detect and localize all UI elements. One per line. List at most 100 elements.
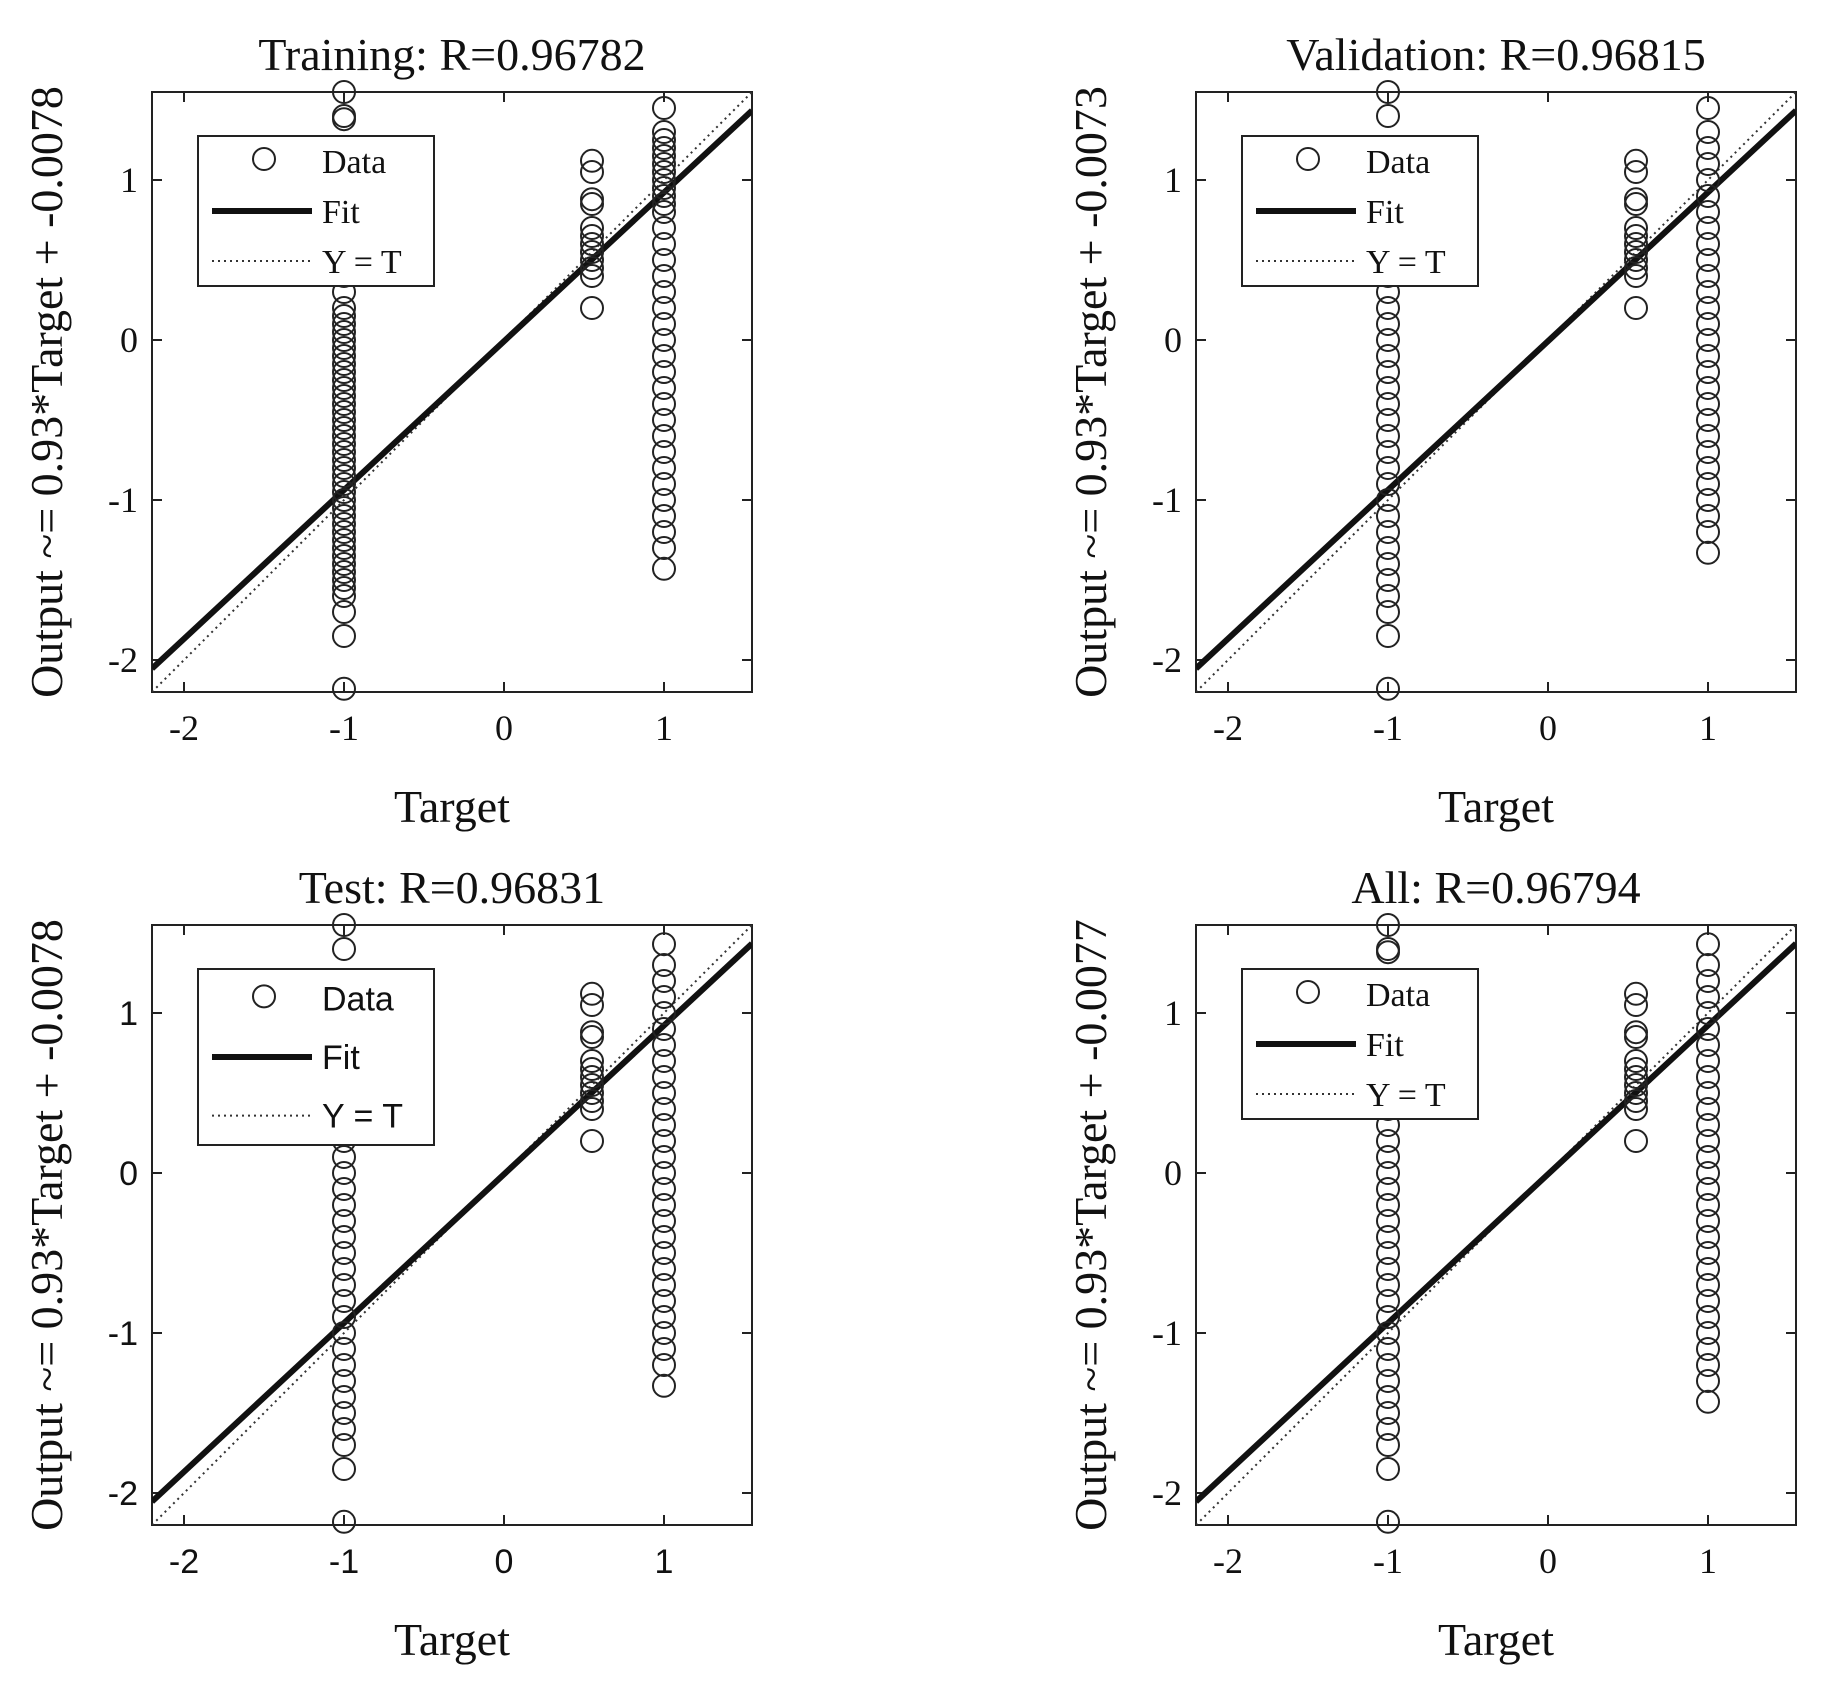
- legend: Data Fit Y = T: [197, 968, 435, 1146]
- data-point: [1696, 969, 1720, 993]
- data-point: [1696, 216, 1720, 240]
- data-point: [1696, 504, 1720, 528]
- data-point: [1376, 1401, 1400, 1425]
- axes-frame: [151, 924, 753, 1526]
- data-point: [1376, 80, 1400, 104]
- legend-identity-label: Y = T: [1366, 244, 1446, 281]
- data-point: [332, 937, 356, 961]
- legend-identity-label: Y = T: [1366, 1077, 1446, 1114]
- data-point: [1624, 264, 1648, 288]
- data-point: [580, 192, 604, 216]
- data-point: [332, 1337, 356, 1361]
- legend: Data Fit Y = T: [1241, 135, 1479, 287]
- data-point: [1696, 328, 1720, 352]
- data-point: [652, 344, 676, 368]
- data-point: [332, 1193, 356, 1217]
- data-point: [652, 96, 676, 120]
- data-point: [332, 416, 356, 440]
- data-point: [1376, 472, 1400, 496]
- data-point: [332, 304, 356, 328]
- y-tick-label: -1: [1152, 1313, 1182, 1353]
- x-tick-label: -1: [1373, 708, 1403, 748]
- y-tick-label: 0: [120, 320, 138, 360]
- data-point: [580, 148, 604, 173]
- data-point: [1696, 540, 1720, 565]
- data-point: [332, 576, 356, 600]
- data-point: [1376, 552, 1400, 576]
- legend-data-label: Data: [322, 144, 386, 181]
- data-point: [652, 200, 676, 224]
- data-point: [332, 568, 356, 592]
- data-point: [652, 1273, 676, 1297]
- data-point: [652, 152, 676, 176]
- data-point: [332, 456, 356, 480]
- x-axis-label: Target: [394, 1614, 510, 1665]
- x-tick-label: 1: [1699, 1541, 1717, 1581]
- data-point: [652, 1001, 676, 1025]
- data-point: [332, 676, 356, 701]
- data-point: [1696, 1129, 1720, 1153]
- data-point: [1696, 136, 1720, 160]
- data-point: [332, 408, 356, 432]
- data-point: [1624, 1073, 1648, 1097]
- data-point: [1696, 280, 1720, 304]
- data-point: [1696, 1001, 1720, 1025]
- data-point: [1376, 392, 1400, 416]
- data-point: [1376, 296, 1400, 320]
- plot-area: -2 -1 0 1 -2 -1 0 1 Data Fit Y = T: [1152, 80, 1797, 748]
- data-point: [1376, 456, 1400, 480]
- data-point: [1624, 1065, 1648, 1089]
- data-point: [1696, 1049, 1720, 1073]
- data-point: [332, 336, 356, 360]
- data-point: [1696, 312, 1720, 336]
- data-point: [1376, 1241, 1400, 1265]
- data-point: [1624, 993, 1648, 1017]
- x-axis-label: Target: [394, 781, 510, 832]
- data-point: [332, 624, 356, 648]
- panel-title: Test: R=0.96831: [299, 862, 605, 913]
- data-point: [332, 400, 356, 424]
- data-point: [652, 1193, 676, 1217]
- data-point: [1376, 1257, 1400, 1281]
- axes-frame: [1195, 924, 1797, 1526]
- data-point: [1624, 1025, 1648, 1049]
- data-point: [332, 1509, 356, 1534]
- data-point: [1624, 1089, 1648, 1113]
- data-point: [1376, 1193, 1400, 1217]
- data-point: [332, 448, 356, 472]
- x-tick-label: 1: [655, 1543, 674, 1581]
- fit-line: [152, 108, 752, 671]
- data-point: [652, 144, 676, 168]
- data-point: [652, 536, 676, 560]
- data-point: [332, 1321, 356, 1345]
- y-axis-label: Output ~= 0.93*Target + -0.0078: [21, 86, 72, 698]
- data-point: [1624, 1049, 1648, 1073]
- x-tick-label: 0: [1539, 1541, 1557, 1581]
- data-point: [332, 320, 356, 344]
- data-point: [332, 544, 356, 568]
- data-point: [1376, 1353, 1400, 1377]
- data-point: [652, 1033, 676, 1057]
- data-point: [1376, 520, 1400, 544]
- legend-data-label: Data: [1366, 144, 1430, 181]
- data-point: [652, 556, 676, 581]
- data-point: [332, 536, 356, 560]
- data-point: [1624, 296, 1648, 320]
- data-point: [652, 192, 676, 216]
- y-tick-label: -1: [108, 480, 138, 520]
- data-point: [1696, 440, 1720, 464]
- data-point: [1624, 1081, 1648, 1105]
- data-point: [652, 1209, 676, 1233]
- data-point: [1696, 168, 1720, 192]
- data-point: [1376, 1129, 1400, 1153]
- data-point: [332, 1241, 356, 1265]
- data-point: [652, 184, 676, 208]
- y-tick-label: -1: [108, 1315, 138, 1353]
- data-point: [1376, 1417, 1400, 1441]
- data-point: [332, 1417, 356, 1441]
- x-tick-label: -2: [169, 1543, 199, 1581]
- data-point: [652, 128, 676, 152]
- data-point: [652, 1017, 676, 1041]
- y-tick-label: -2: [1152, 1473, 1182, 1513]
